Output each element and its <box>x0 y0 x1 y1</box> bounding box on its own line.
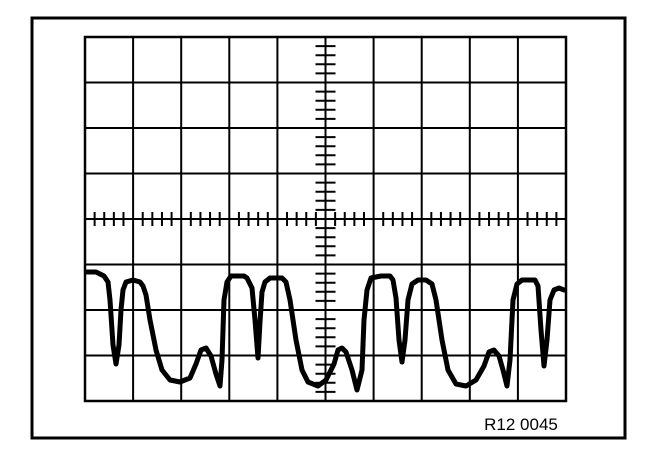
oscilloscope-screen <box>83 35 568 403</box>
signal-waveform <box>84 269 567 393</box>
outer-frame <box>30 16 627 440</box>
reference-code: R12 0045 <box>484 415 558 434</box>
graticule-ticks <box>93 45 558 393</box>
graticule-grid <box>85 37 566 401</box>
screen-border <box>83 35 568 403</box>
